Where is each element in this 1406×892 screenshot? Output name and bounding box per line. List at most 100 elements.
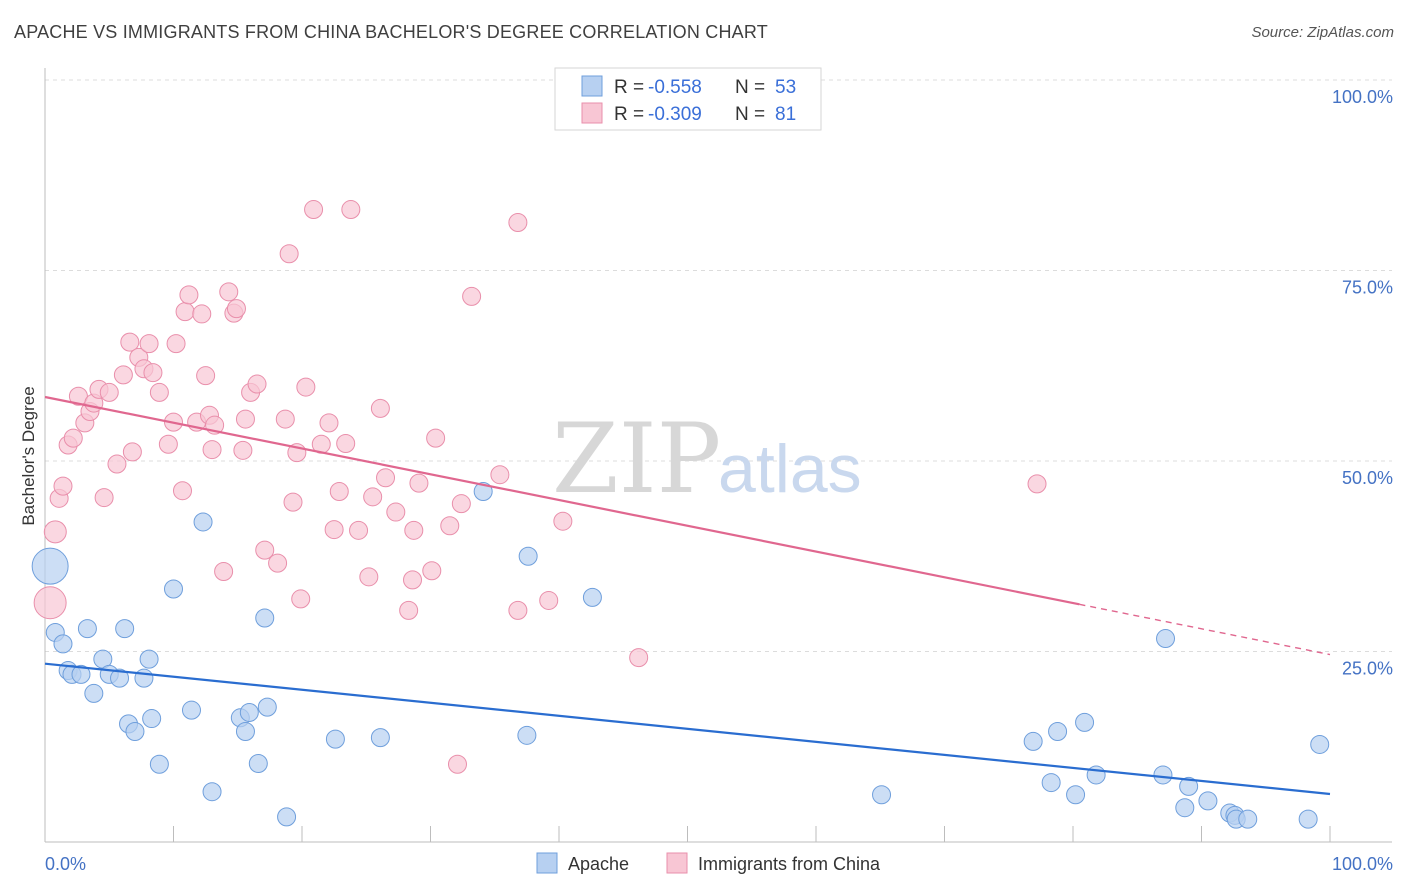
china-point (107, 454, 127, 474)
china-point (143, 363, 163, 383)
china-point (363, 487, 383, 507)
apache-point (582, 587, 602, 607)
x-tick-label: 100.0% (1332, 854, 1393, 874)
china-point (404, 520, 424, 540)
china-point (341, 200, 361, 220)
legend-swatch-apache (581, 75, 603, 97)
watermark-zip: ZIP (552, 403, 721, 515)
x-tick-label: 0.0% (45, 854, 86, 874)
apache-point (1066, 785, 1086, 805)
x-tick-labels: 0.0% 100.0% (45, 854, 1393, 874)
apache-point (517, 725, 537, 745)
china-point (336, 433, 356, 453)
china-point (304, 200, 324, 220)
china-point (120, 332, 140, 352)
china-point (139, 334, 159, 354)
china-point (255, 540, 275, 560)
apache-point (77, 619, 97, 639)
china-point (426, 428, 446, 448)
china-point (113, 365, 133, 385)
china-point (508, 600, 528, 620)
china-point (196, 366, 216, 386)
apache-point (142, 709, 162, 729)
legend-n-value-china: 81 (775, 104, 796, 125)
china-point (166, 334, 186, 354)
apache-trend-line (44, 662, 1331, 796)
china-point (422, 561, 442, 581)
china-point (399, 600, 419, 620)
apache-point (1156, 629, 1176, 649)
china-point (158, 434, 178, 454)
apache-point (1153, 765, 1173, 785)
china-point (370, 398, 390, 418)
apache-point (235, 722, 255, 742)
china-point (539, 590, 559, 610)
y-tick-label: 75.0% (1342, 278, 1393, 298)
china-point (279, 244, 299, 264)
legend-r-label-apache: R = (614, 77, 644, 98)
grid-lines (45, 79, 1392, 652)
china-point (462, 286, 482, 306)
china-point (53, 476, 73, 496)
apache-point (1023, 731, 1043, 751)
china-point (175, 302, 195, 322)
apache-point (248, 754, 268, 774)
legend-swatch-china (581, 102, 603, 124)
china-point (122, 442, 142, 462)
apache-point (53, 634, 73, 654)
apache-point (84, 683, 104, 703)
china-point (275, 409, 295, 429)
legend-n-label-apache: N = (735, 77, 765, 98)
china-point (192, 304, 212, 324)
legend-r-value-apache: -0.558 (648, 77, 702, 98)
y-tick-label: 50.0% (1342, 468, 1393, 488)
china-point (490, 465, 510, 485)
apache-point (110, 668, 130, 688)
y-tick-label: 100.0% (1332, 87, 1393, 107)
apache-point (1298, 809, 1318, 829)
apache-point (1075, 712, 1095, 732)
series-china-points (33, 200, 1047, 774)
apache-point (277, 807, 297, 827)
china-point (233, 440, 253, 460)
watermark-atlas: atlas (718, 431, 862, 507)
series-apache-points (31, 481, 1330, 829)
china-trend-line-extension (1079, 603, 1331, 656)
apache-point (1041, 773, 1061, 793)
watermark: ZIP atlas (552, 403, 862, 515)
apache-point (239, 702, 259, 722)
china-point (235, 409, 255, 429)
apache-point (125, 722, 145, 742)
bottom-legend-label-china: Immigrants from China (698, 854, 881, 874)
apache-point (193, 512, 213, 532)
apache-point (31, 547, 69, 585)
y-tick-labels: 100.0% 75.0% 50.0% 25.0% (1332, 87, 1393, 679)
apache-point (139, 649, 159, 669)
china-point (99, 382, 119, 402)
china-point (386, 502, 406, 522)
china-point (376, 468, 396, 488)
china-point (202, 440, 222, 460)
legend-n-value-apache: 53 (775, 77, 796, 98)
china-point (629, 648, 649, 668)
china-trend-line (44, 395, 1080, 606)
apache-point (181, 700, 201, 720)
legend-r-value-china: -0.309 (648, 104, 702, 125)
china-point (43, 520, 67, 544)
china-point (33, 586, 67, 620)
axes (44, 68, 1392, 843)
y-axis-title: Bachelor's Degree (19, 386, 38, 525)
apache-point (1179, 776, 1199, 796)
apache-point (518, 546, 538, 566)
bottom-legend-label-apache: Apache (568, 854, 629, 874)
legend-n-label-china: N = (735, 104, 765, 125)
chart-title: APACHE VS IMMIGRANTS FROM CHINA BACHELOR… (14, 22, 768, 42)
apache-point (164, 579, 183, 599)
china-point (440, 516, 460, 536)
bottom-legend: Apache Immigrants from China (536, 852, 881, 874)
apache-point (1048, 722, 1068, 742)
china-point (226, 299, 246, 319)
apache-point (370, 728, 390, 748)
apache-point (255, 608, 275, 628)
china-point (268, 553, 288, 573)
